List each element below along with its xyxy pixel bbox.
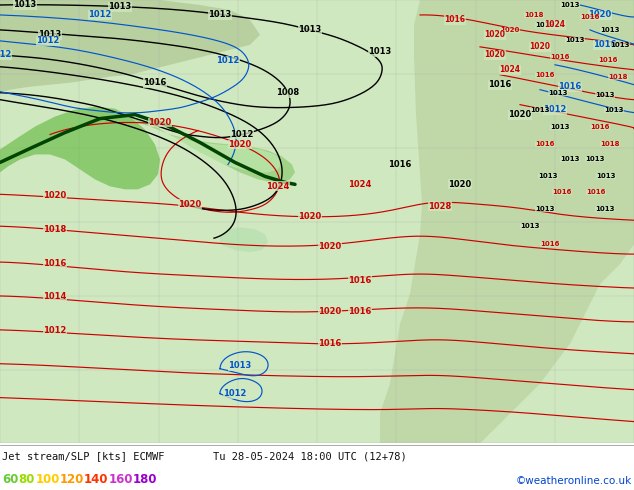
Polygon shape	[380, 0, 634, 443]
Text: 1020: 1020	[588, 10, 612, 20]
Text: 1020: 1020	[228, 140, 252, 149]
Text: 1013: 1013	[368, 48, 392, 56]
Text: 1013: 1013	[595, 206, 615, 212]
Text: 1013: 1013	[548, 90, 568, 96]
Text: 1013: 1013	[595, 92, 615, 98]
Text: 1012: 1012	[0, 50, 11, 59]
Text: 1012: 1012	[216, 56, 240, 65]
Text: 1013: 1013	[39, 30, 61, 39]
Text: 1012: 1012	[43, 326, 67, 335]
Text: 1016: 1016	[143, 78, 167, 87]
Text: 1020: 1020	[318, 307, 342, 317]
Text: 1020: 1020	[43, 191, 67, 200]
Text: 1016: 1016	[535, 72, 555, 78]
Text: 1020: 1020	[299, 212, 321, 220]
Text: 1024: 1024	[500, 65, 521, 74]
Text: 1016: 1016	[586, 189, 605, 196]
Text: 1020: 1020	[529, 42, 550, 51]
Text: 1020: 1020	[448, 180, 472, 189]
Text: 1012: 1012	[36, 36, 60, 46]
Text: 1008: 1008	[276, 88, 299, 97]
Text: 1020: 1020	[500, 27, 520, 33]
Text: 1013: 1013	[596, 173, 616, 179]
Text: 1012: 1012	[88, 10, 112, 20]
Text: 1018: 1018	[43, 225, 67, 234]
Text: 1013: 1013	[530, 107, 550, 113]
Text: 1020: 1020	[484, 50, 505, 59]
Text: 1013: 1013	[560, 2, 579, 8]
Text: 1013: 1013	[521, 223, 540, 229]
Text: 1013: 1013	[550, 123, 570, 129]
Text: 1016: 1016	[444, 15, 465, 24]
Text: 1013: 1013	[13, 0, 37, 9]
Text: 1016: 1016	[580, 14, 600, 20]
Text: 1016: 1016	[488, 80, 512, 89]
Text: 1016: 1016	[348, 307, 372, 317]
Text: 1013: 1013	[585, 156, 605, 163]
Text: 1020: 1020	[178, 200, 202, 209]
Text: 60: 60	[2, 473, 18, 486]
Text: 1016: 1016	[598, 57, 618, 63]
Polygon shape	[220, 227, 268, 252]
Text: 1013: 1013	[600, 27, 620, 33]
Text: 140: 140	[84, 473, 108, 486]
Text: 1012: 1012	[223, 389, 247, 398]
Text: 1016: 1016	[318, 339, 342, 348]
Text: 1013: 1013	[611, 42, 630, 48]
Text: 1020: 1020	[508, 110, 532, 119]
Text: 1013: 1013	[535, 206, 555, 212]
Text: 1013: 1013	[538, 173, 558, 179]
Text: 1020: 1020	[318, 242, 342, 251]
Text: 1028: 1028	[429, 202, 451, 211]
Polygon shape	[0, 0, 260, 93]
Text: 120: 120	[60, 473, 84, 486]
Text: 1016: 1016	[43, 259, 67, 268]
Text: 180: 180	[133, 473, 157, 486]
Text: Jet stream/SLP [kts] ECMWF: Jet stream/SLP [kts] ECMWF	[2, 452, 164, 462]
Text: 1024: 1024	[348, 180, 372, 189]
Text: 1018: 1018	[524, 12, 544, 18]
Text: 1016: 1016	[535, 142, 555, 147]
Text: 100: 100	[36, 473, 60, 486]
Text: 1016: 1016	[388, 160, 411, 169]
Text: 1016: 1016	[590, 123, 610, 129]
Text: 1013: 1013	[566, 37, 585, 43]
Polygon shape	[130, 117, 295, 182]
Text: 1013: 1013	[299, 25, 321, 34]
Text: 1014: 1014	[43, 293, 67, 301]
Text: 1016: 1016	[550, 54, 570, 60]
Text: Tu 28-05-2024 18:00 UTC (12+78): Tu 28-05-2024 18:00 UTC (12+78)	[213, 452, 407, 462]
Text: 1024: 1024	[545, 21, 566, 29]
Text: 1020: 1020	[148, 118, 172, 127]
Text: 1016: 1016	[593, 40, 617, 49]
Text: 1013: 1013	[535, 22, 555, 28]
Text: ©weatheronline.co.uk: ©weatheronline.co.uk	[515, 476, 632, 486]
Text: 80: 80	[18, 473, 35, 486]
Text: 1012: 1012	[230, 130, 254, 139]
Text: 1020: 1020	[484, 30, 505, 39]
Text: 1016: 1016	[559, 82, 581, 91]
Text: 1016: 1016	[348, 275, 372, 285]
Text: 1012: 1012	[543, 105, 567, 114]
Text: 1016: 1016	[540, 241, 560, 247]
Text: 1016: 1016	[552, 189, 572, 196]
Text: 1013: 1013	[209, 10, 231, 20]
Text: 1013: 1013	[108, 2, 132, 11]
Text: 160: 160	[108, 473, 133, 486]
Text: 1013: 1013	[604, 107, 624, 113]
Polygon shape	[155, 132, 282, 172]
Text: 1024: 1024	[266, 182, 290, 191]
Text: 1013: 1013	[228, 361, 252, 370]
Polygon shape	[0, 107, 160, 189]
Text: 1018: 1018	[600, 142, 620, 147]
Text: 1018: 1018	[608, 74, 628, 80]
Text: 1013: 1013	[560, 156, 579, 163]
